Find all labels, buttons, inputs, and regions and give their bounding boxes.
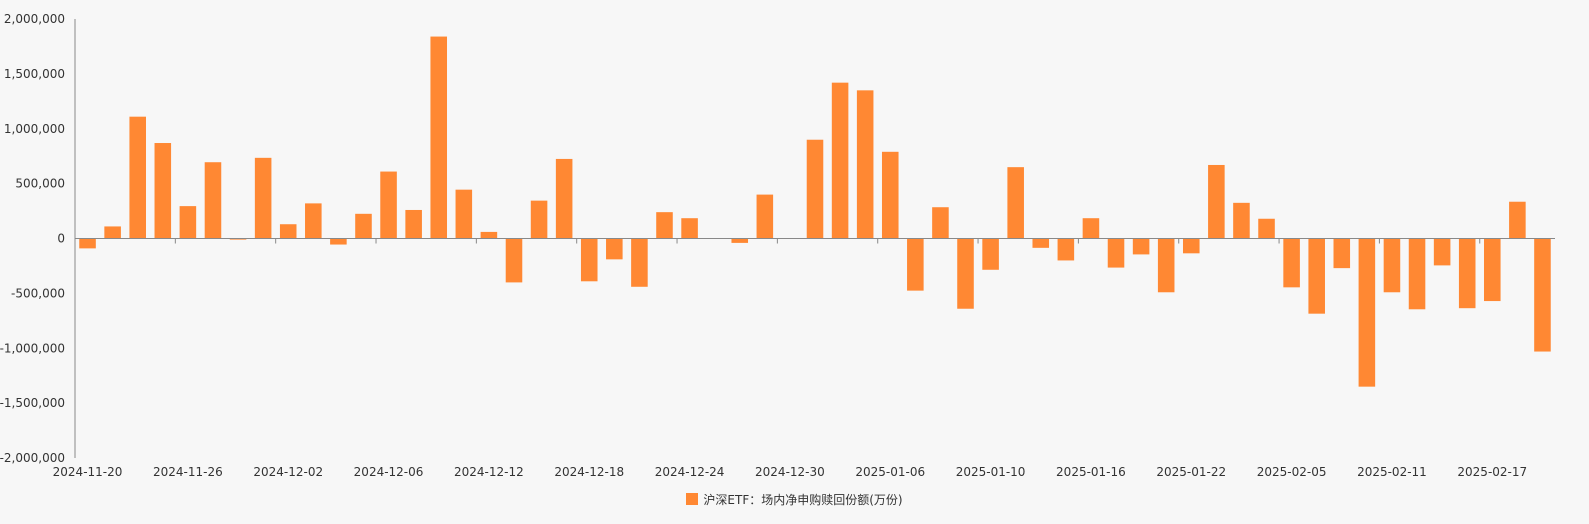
x-tick-label: 2025-01-22 [1156, 465, 1226, 479]
legend-swatch [686, 493, 699, 505]
bar[interactable] [279, 224, 297, 239]
bar[interactable] [254, 157, 272, 239]
bar[interactable] [305, 203, 322, 239]
bar[interactable] [355, 213, 372, 239]
bar[interactable] [405, 209, 422, 239]
bar[interactable] [1082, 218, 1100, 239]
bar[interactable] [1484, 238, 1501, 302]
x-tick-label: 2025-02-05 [1257, 465, 1327, 479]
y-axis-labels: 2,000,000 1,500,000 1,000,000 500,000 0 -500,… [0, 12, 65, 465]
y-tick-label: -500,000 [11, 286, 65, 300]
x-tick-label: 2024-12-06 [354, 465, 424, 479]
bar[interactable] [1057, 238, 1075, 261]
axes [74, 19, 1555, 458]
x-tick-label: 2024-11-26 [153, 465, 223, 479]
bar[interactable] [1107, 238, 1125, 268]
x-tick-label: 2024-12-30 [755, 465, 825, 479]
x-tick-label: 2025-02-17 [1457, 465, 1527, 479]
bar[interactable] [831, 82, 849, 239]
bar[interactable] [555, 158, 573, 239]
bar[interactable] [881, 151, 899, 239]
y-tick-label: -1,500,000 [0, 396, 65, 410]
bar[interactable] [756, 194, 774, 239]
y-tick-label: 1,000,000 [4, 122, 65, 136]
bar[interactable] [1333, 238, 1351, 269]
x-tick-label: 2024-12-18 [554, 465, 624, 479]
bar[interactable] [731, 238, 749, 243]
bar[interactable] [1157, 238, 1175, 293]
bar[interactable] [1132, 238, 1150, 255]
x-tick-label: 2025-02-11 [1357, 465, 1427, 479]
bar[interactable] [1283, 238, 1300, 288]
legend-label: 沪深ETF：场内净申购赎回份额(万份) [703, 492, 903, 507]
bar[interactable] [681, 218, 698, 239]
bar[interactable] [907, 238, 924, 291]
legend[interactable]: 沪深ETF：场内净申购赎回份额(万份) [0, 489, 1589, 509]
bar[interactable] [806, 139, 824, 239]
bar[interactable] [530, 200, 548, 239]
bar[interactable] [856, 90, 874, 239]
bar[interactable] [1458, 238, 1476, 309]
bar[interactable] [1032, 238, 1050, 248]
bar[interactable] [229, 238, 247, 240]
bar[interactable] [1433, 238, 1451, 266]
bar[interactable] [154, 143, 172, 239]
x-tick-label: 2024-12-02 [253, 465, 323, 479]
y-tick-label: 1,500,000 [4, 67, 65, 81]
bar[interactable] [982, 238, 999, 270]
bar[interactable] [455, 189, 473, 239]
x-tick-label: 2024-11-20 [53, 465, 123, 479]
bar[interactable] [129, 116, 146, 239]
bar[interactable] [580, 238, 598, 282]
bar[interactable] [1534, 238, 1551, 352]
bar[interactable] [505, 238, 523, 283]
x-tick-label: 2024-12-24 [655, 465, 725, 479]
x-tick-label: 2025-01-06 [855, 465, 925, 479]
bar[interactable] [79, 238, 96, 249]
y-tick-label: 2,000,000 [4, 12, 65, 26]
bar[interactable] [1233, 202, 1250, 239]
bar[interactable] [1258, 218, 1275, 239]
bar[interactable] [430, 36, 448, 239]
y-tick-label: -2,000,000 [0, 451, 65, 465]
bar[interactable] [1182, 238, 1200, 254]
y-tick-label: 500,000 [15, 177, 65, 191]
x-tick-label: 2025-01-16 [1056, 465, 1126, 479]
bar[interactable] [380, 171, 397, 239]
bar[interactable] [204, 162, 222, 239]
x-tick-label: 2025-01-10 [956, 465, 1026, 479]
bar[interactable] [932, 207, 949, 239]
bar[interactable] [179, 206, 197, 239]
bar[interactable] [957, 238, 974, 309]
x-tick-label: 2024-12-12 [454, 465, 524, 479]
x-axis-labels: 2024-11-20 2024-11-26 2024-12-02 2024-12-06… [53, 465, 1528, 479]
bar[interactable] [1509, 201, 1526, 239]
x-axis-ticks [74, 238, 1481, 244]
y-tick-label: -1,000,000 [0, 341, 65, 355]
bar[interactable] [631, 238, 648, 287]
bar[interactable] [480, 231, 498, 239]
bar[interactable] [1358, 238, 1376, 387]
bar[interactable] [330, 238, 347, 245]
bar-series [79, 36, 1551, 387]
bar[interactable] [104, 226, 121, 239]
bar[interactable] [1208, 164, 1225, 239]
bar[interactable] [606, 238, 623, 260]
bar[interactable] [1383, 238, 1401, 293]
bar[interactable] [656, 212, 673, 239]
bar[interactable] [1308, 238, 1325, 314]
bar[interactable] [1007, 167, 1024, 239]
bar[interactable] [1408, 238, 1426, 310]
y-tick-label: 0 [57, 232, 65, 246]
